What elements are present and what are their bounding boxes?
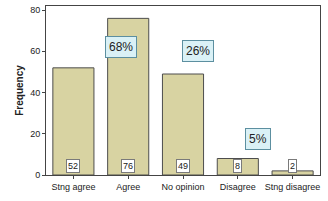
svg-text:5%: 5% — [249, 132, 267, 146]
svg-text:8: 8 — [235, 161, 240, 171]
svg-text:No opinion: No opinion — [161, 182, 204, 192]
svg-text:76: 76 — [123, 161, 133, 171]
svg-text:60: 60 — [30, 46, 40, 56]
svg-text:Frequency: Frequency — [14, 65, 25, 116]
svg-text:Stng disagree: Stng disagree — [265, 182, 321, 192]
svg-text:Disagree: Disagree — [220, 182, 256, 192]
svg-text:40: 40 — [30, 88, 40, 98]
svg-text:26%: 26% — [186, 44, 210, 58]
svg-text:80: 80 — [30, 5, 40, 15]
svg-text:Agree: Agree — [116, 182, 140, 192]
svg-text:2: 2 — [290, 161, 295, 171]
svg-text:0: 0 — [35, 170, 40, 180]
svg-text:Stng agree: Stng agree — [51, 182, 95, 192]
svg-text:20: 20 — [30, 129, 40, 139]
svg-text:49: 49 — [178, 161, 188, 171]
svg-text:68%: 68% — [109, 40, 133, 54]
svg-text:52: 52 — [68, 161, 78, 171]
